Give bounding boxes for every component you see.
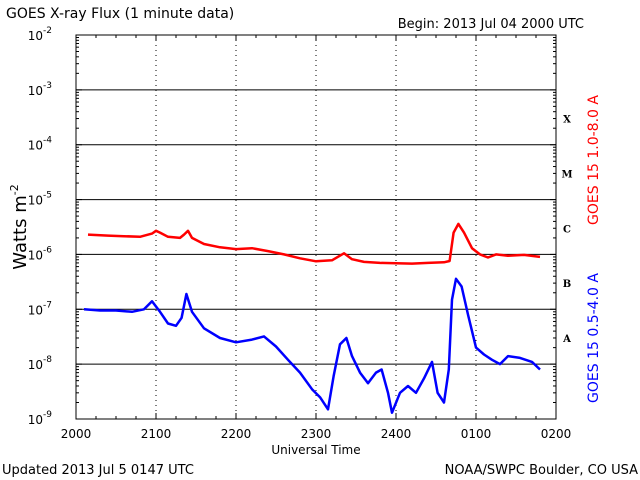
- y-axis-label-text: Watts m: [10, 195, 31, 269]
- vertical-grid-dashes: [155, 35, 477, 419]
- y-tick-label: 10-9: [28, 410, 53, 427]
- legend-series-red: GOES 15 1.0-8.0 A: [586, 95, 602, 225]
- begin-label: Begin: 2013 Jul 04 2000 UTC: [398, 17, 584, 32]
- flux-series: [83, 222, 541, 414]
- y-axis-label: Watts m-2: [8, 184, 31, 269]
- y-tick-exp: -7: [43, 300, 52, 310]
- y-tick-exp: -3: [43, 81, 52, 91]
- x-tick-label: 0200: [541, 427, 572, 441]
- y-tick-base: 10: [28, 303, 43, 317]
- y-tick-base: 10: [28, 84, 43, 98]
- y-tick-base: 10: [28, 248, 43, 262]
- flare-class-label: B: [563, 279, 571, 290]
- y-tick-label: 10-3: [28, 81, 52, 98]
- y-tick-label: 10-8: [28, 355, 53, 372]
- x-tick-label: 2100: [141, 427, 172, 441]
- source-label: NOAA/SWPC Boulder, CO USA: [445, 463, 638, 478]
- flare-class-label: C: [563, 224, 571, 235]
- updated-label: Updated 2013 Jul 5 0147 UTC: [2, 463, 194, 478]
- y-tick-exp: -5: [43, 191, 52, 201]
- flare-class-label: M: [561, 169, 572, 180]
- x-tick-label: 2400: [381, 427, 412, 441]
- x-tick-label: 2000: [61, 427, 92, 441]
- y-tick-label: 10-6: [28, 245, 53, 262]
- x-tick-label: 2200: [221, 427, 252, 441]
- y-tick-label: 10-5: [28, 191, 52, 208]
- y-tick-base: 10: [28, 29, 43, 43]
- grid-lines: [76, 89, 556, 365]
- x-axis-ticks: 2000 2100 2200 2300 2400 0100 0200: [61, 35, 572, 441]
- x-axis-label: Universal Time: [271, 443, 360, 457]
- y-tick-base: 10: [28, 194, 43, 208]
- plot-frame: [75, 34, 557, 420]
- y-tick-exp: -4: [43, 136, 52, 146]
- legend-series-blue: GOES 15 0.5-4.0 A: [586, 273, 602, 403]
- y-tick-exp: -6: [43, 245, 52, 255]
- y-tick-base: 10: [28, 358, 43, 372]
- y-tick-label: 10-2: [28, 26, 52, 43]
- series-line-blue: [83, 277, 541, 414]
- y-axis-label-exp: -2: [8, 184, 21, 195]
- y-tick-exp: -8: [43, 355, 52, 365]
- y-tick-exp: -9: [43, 410, 52, 420]
- y-tick-base: 10: [28, 413, 43, 427]
- y-tick-label: 10-7: [28, 300, 52, 317]
- y-tick-base: 10: [28, 139, 43, 153]
- x-tick-label: 0100: [461, 427, 492, 441]
- series-line-red: [87, 222, 541, 265]
- y-tick-exp: -2: [43, 26, 52, 36]
- flare-class-label: A: [562, 334, 571, 345]
- flare-class-labels: X M C B A: [561, 115, 572, 345]
- chart-title: GOES X-ray Flux (1 minute data): [6, 6, 234, 22]
- flare-class-label: X: [563, 115, 571, 126]
- y-tick-label: 10-4: [28, 136, 53, 153]
- x-tick-label: 2300: [301, 427, 332, 441]
- y-axis-ticks: 10-210-310-410-510-610-710-810-9: [28, 26, 556, 427]
